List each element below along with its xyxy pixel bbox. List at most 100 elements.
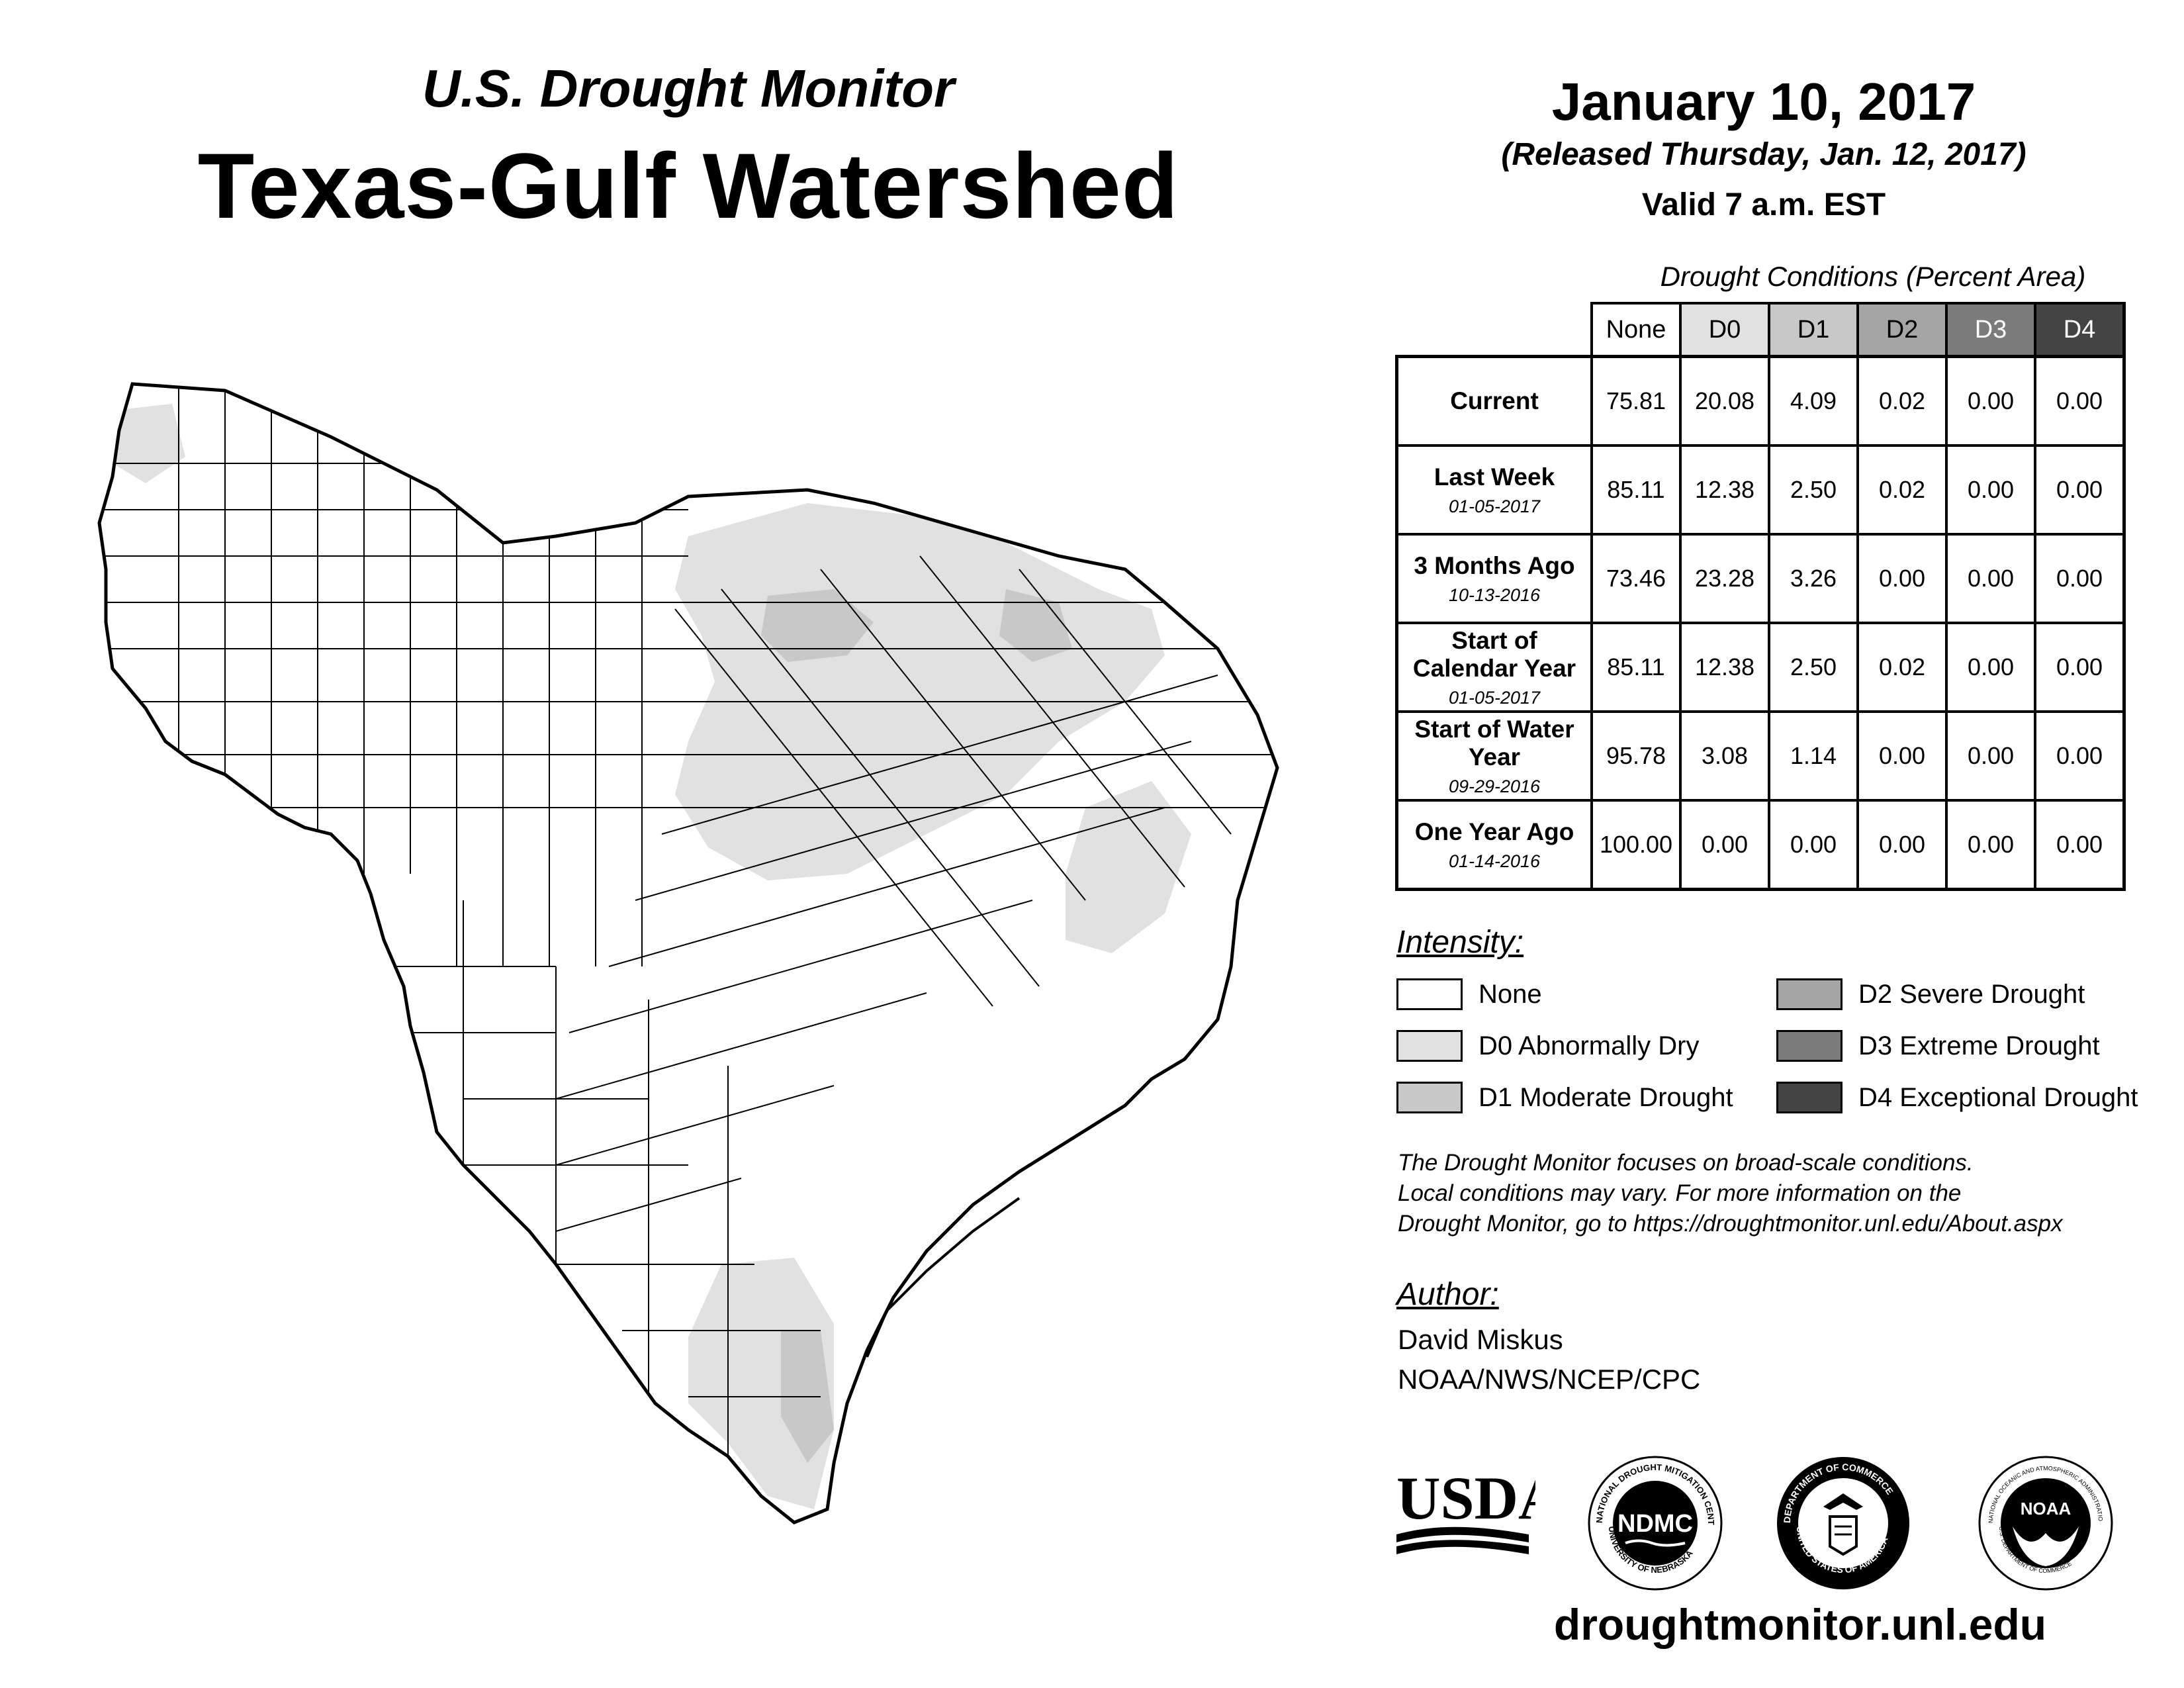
value-d3: 0.00 — [1945, 622, 2036, 713]
row-header: Current — [1395, 355, 1593, 447]
legend-item-d0: D0 Abnormally Dry — [1396, 1027, 1699, 1064]
value-d4: 0.00 — [2034, 622, 2126, 713]
note-line: The Drought Monitor focuses on broad-sca… — [1398, 1150, 1974, 1176]
row-date: 01-05-2017 — [1448, 687, 1541, 708]
table-row: Start of Calendar Year 01-05-2017 85.11 1… — [1395, 622, 2126, 713]
value-d3: 0.00 — [1945, 355, 2036, 447]
row-header: Last Week 01-05-2017 — [1395, 444, 1593, 536]
value-d0: 12.38 — [1679, 622, 1770, 713]
legend-item-d2: D2 Severe Drought — [1776, 976, 2085, 1013]
release-date: (Released Thursday, Jan. 12, 2017) — [1501, 137, 2026, 172]
website-url[interactable]: droughtmonitor.unl.edu — [1553, 1600, 2047, 1649]
note-line: Drought Monitor, go to https://droughtmo… — [1398, 1211, 2063, 1237]
d1-area — [761, 589, 874, 662]
legend-item-d3: D3 Extreme Drought — [1776, 1027, 2100, 1064]
table-row: Start of Water Year 09-29-2016 95.78 3.08… — [1395, 710, 2126, 802]
legend-label: D3 Extreme Drought — [1858, 1031, 2100, 1060]
legend-swatch — [1776, 1030, 1843, 1062]
col-header-d2: D2 — [1856, 302, 1948, 358]
value-d2: 0.00 — [1856, 799, 1948, 891]
table-row: Last Week 01-05-2017 85.11 12.38 2.50 0.0… — [1395, 444, 2126, 536]
col-header-none: None — [1590, 302, 1682, 358]
watershed-map — [97, 382, 1279, 1524]
map-title: Texas-Gulf Watershed — [197, 134, 1179, 238]
value-none: 85.11 — [1590, 622, 1682, 713]
value-d3: 0.00 — [1945, 444, 2036, 536]
row-label: Last Week — [1433, 463, 1555, 491]
value-none: 75.81 — [1590, 355, 1682, 447]
table-header-row: None D0 D1 D2 D3 D4 — [1396, 302, 2126, 358]
value-d4: 0.00 — [2034, 799, 2126, 891]
value-d1: 2.50 — [1768, 444, 1859, 536]
value-none: 73.46 — [1590, 533, 1682, 624]
legend-item-d4: D4 Exceptional Drought — [1776, 1079, 2138, 1116]
valid-time: Valid 7 a.m. EST — [1641, 187, 1886, 222]
value-d2: 0.02 — [1856, 444, 1948, 536]
value-d4: 0.00 — [2034, 355, 2126, 447]
value-d0: 20.08 — [1679, 355, 1770, 447]
row-label: Start of Calendar Year — [1412, 626, 1576, 682]
value-d0: 3.08 — [1679, 710, 1770, 802]
author-name: David Miskus — [1398, 1324, 1563, 1355]
value-d4: 0.00 — [2034, 710, 2126, 802]
d0-area — [688, 1258, 834, 1509]
value-d0: 0.00 — [1679, 799, 1770, 891]
legend-item-none: None — [1396, 976, 1542, 1013]
value-none: 100.00 — [1590, 799, 1682, 891]
value-d1: 1.14 — [1768, 710, 1859, 802]
value-d2: 0.00 — [1856, 533, 1948, 624]
note-line: Local conditions may vary. For more info… — [1398, 1180, 1962, 1206]
watershed-boundary — [97, 382, 1279, 1524]
intensity-title: Intensity: — [1396, 925, 1524, 960]
legend-swatch — [1776, 1082, 1843, 1113]
legend-swatch — [1396, 1030, 1463, 1062]
value-none: 95.78 — [1590, 710, 1682, 802]
row-date: 01-14-2016 — [1448, 851, 1541, 871]
legend-swatch — [1776, 978, 1843, 1010]
noaa-logo: NATIONAL OCEANIC AND ATMOSPHERIC ADMINIS… — [1976, 1454, 2113, 1591]
value-d4: 0.00 — [2034, 444, 2126, 536]
legend-label: D2 Severe Drought — [1858, 979, 2085, 1009]
row-header: One Year Ago 01-14-2016 — [1395, 799, 1593, 891]
table-caption: Drought Conditions (Percent Area) — [1660, 261, 2086, 292]
d0-area — [1066, 781, 1191, 953]
d1-area — [999, 589, 1072, 662]
value-d1: 2.50 — [1768, 622, 1859, 713]
legend-swatch — [1396, 1082, 1463, 1113]
value-d1: 0.00 — [1768, 799, 1859, 891]
noaa-text: NOAA — [2021, 1499, 2071, 1519]
barrier-island — [866, 1197, 1021, 1358]
map-subtitle: U.S. Drought Monitor — [422, 59, 955, 118]
value-d3: 0.00 — [1945, 533, 2036, 624]
legend-label: D4 Exceptional Drought — [1858, 1082, 2138, 1112]
row-label: Current — [1450, 387, 1539, 414]
map-date: January 10, 2017 — [1551, 72, 1976, 131]
table-row: 3 Months Ago 10-13-2016 73.46 23.28 3.26 … — [1395, 533, 2126, 624]
value-d2: 0.00 — [1856, 710, 1948, 802]
drought-conditions-table: None D0 D1 D2 D3 D4 Current 75.81 20.08 … — [1395, 302, 2126, 891]
legend-swatch — [1396, 978, 1463, 1010]
ndmc-text: NDMC — [1617, 1510, 1693, 1538]
author-title: Author: — [1396, 1277, 1499, 1312]
value-d2: 0.02 — [1856, 355, 1948, 447]
row-date: 09-29-2016 — [1448, 776, 1541, 796]
legend-item-d1: D1 Moderate Drought — [1396, 1079, 1733, 1116]
table-row: Current 75.81 20.08 4.09 0.02 0.00 0.00 — [1395, 355, 2126, 447]
value-d2: 0.02 — [1856, 622, 1948, 713]
row-label: 3 Months Ago — [1414, 551, 1575, 579]
value-d4: 0.00 — [2034, 533, 2126, 624]
disclaimer-note: The Drought Monitor focuses on broad-sca… — [1398, 1148, 2165, 1239]
doc-seal-logo: DEPARTMENT OF COMMERCE UNITED STATES OF … — [1777, 1457, 1909, 1589]
usda-logo: USDA — [1396, 1464, 1535, 1554]
row-label: Start of Water Year — [1414, 715, 1574, 771]
author-org: NOAA/NWS/NCEP/CPC — [1398, 1364, 1701, 1395]
value-d3: 0.00 — [1945, 710, 2036, 802]
row-header: 3 Months Ago 10-13-2016 — [1395, 533, 1593, 624]
col-header-d1: D1 — [1768, 302, 1859, 358]
value-none: 85.11 — [1590, 444, 1682, 536]
value-d1: 4.09 — [1768, 355, 1859, 447]
row-header: Start of Water Year 09-29-2016 — [1395, 710, 1593, 802]
legend-label: D0 Abnormally Dry — [1479, 1031, 1700, 1060]
legend-label: D1 Moderate Drought — [1479, 1082, 1733, 1112]
row-header: Start of Calendar Year 01-05-2017 — [1395, 622, 1593, 713]
